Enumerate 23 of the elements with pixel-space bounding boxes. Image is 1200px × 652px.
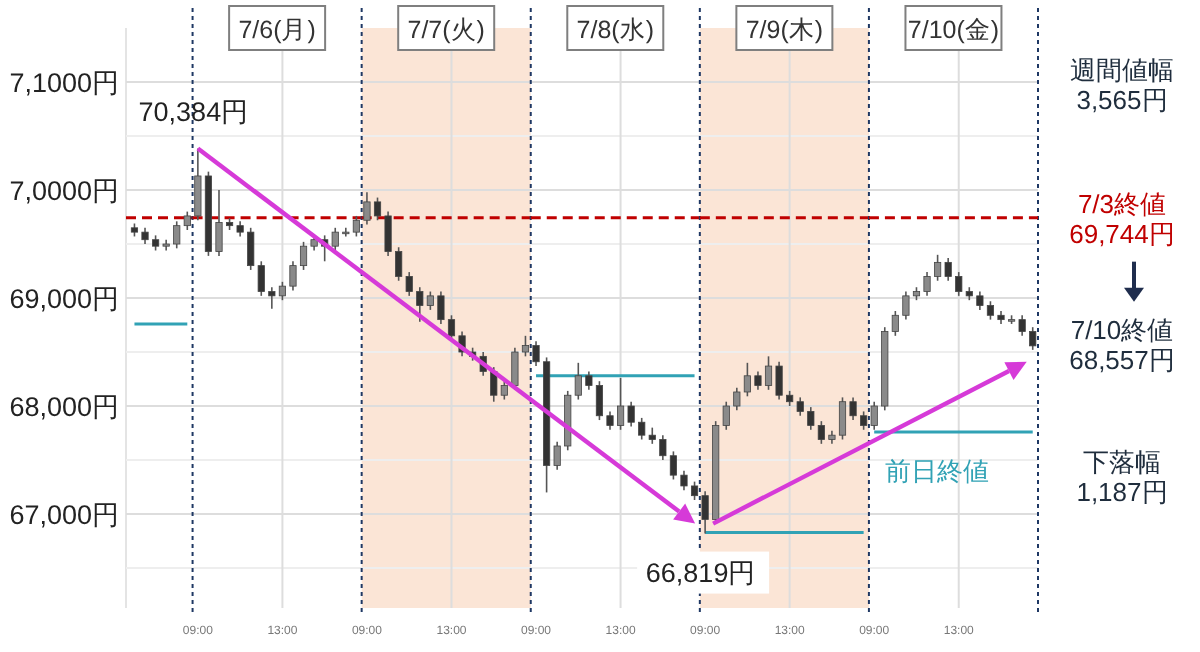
y-tick-label: 68,000円 xyxy=(9,392,120,423)
day-title: 7/6(月) xyxy=(228,5,327,51)
chart-title: 7/8(水) xyxy=(576,16,654,44)
y-tick-label: 7,0000円 xyxy=(9,176,120,207)
point-label: 70,384円 xyxy=(138,96,250,127)
point-label: 66,819円 xyxy=(637,551,770,594)
day-title: 7/8(水) xyxy=(566,5,665,51)
text: 下落幅 1,187円 xyxy=(1076,447,1168,507)
ref-line-label: 7/3終値 69,744円 xyxy=(1069,188,1175,249)
y-tick-label: 69,000円 xyxy=(9,284,120,315)
chart-title: 7/6(月) xyxy=(238,16,316,44)
day-title: 7/7(火) xyxy=(397,5,496,51)
day-title: 7/10(金) xyxy=(904,5,1003,51)
day-title: 7/9(木) xyxy=(735,5,834,51)
text: 週間値幅 3,565円 xyxy=(1070,55,1174,115)
annotation: 66,819円 xyxy=(645,557,757,588)
y-tick-label: 67,000円 xyxy=(9,500,120,531)
text: 7/10終値 68,557円 xyxy=(1069,314,1175,375)
chart-title: 7/7(火) xyxy=(407,16,485,44)
y-tick-label: 7,1000円 xyxy=(9,68,120,98)
chart-title: 7/10(金) xyxy=(907,16,1000,44)
chart-title: 7/9(木) xyxy=(745,16,824,44)
series-label: 前日終値 xyxy=(885,455,990,486)
